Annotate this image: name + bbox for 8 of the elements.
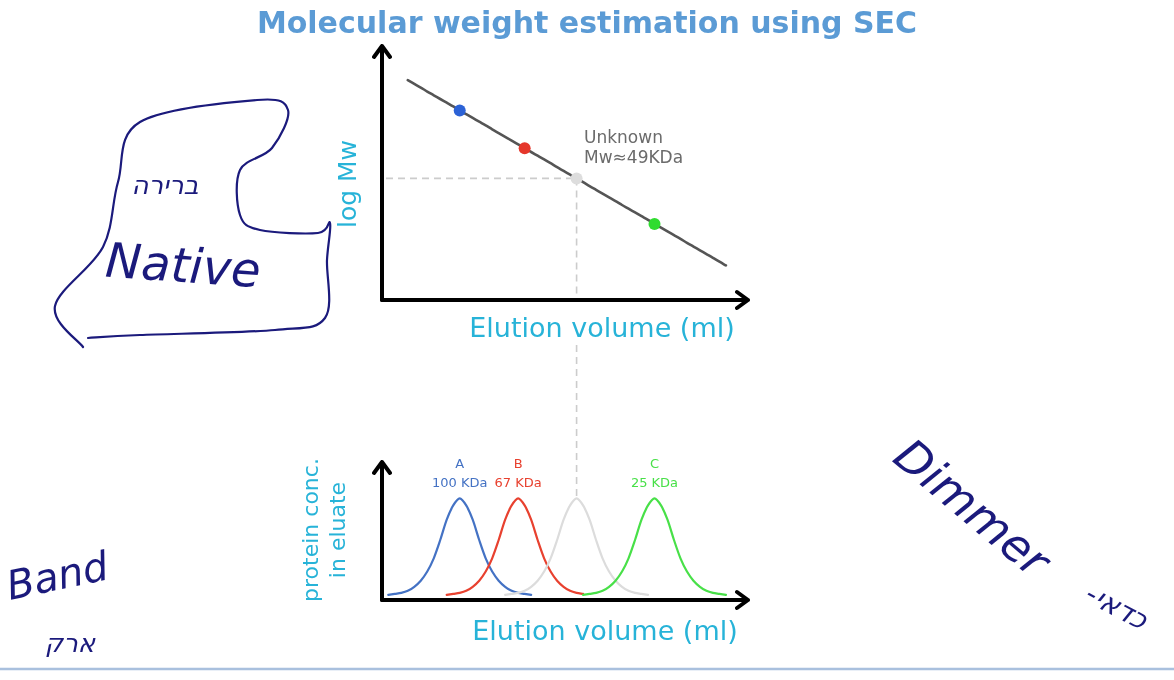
series-label: A 100 KDa — [432, 456, 488, 491]
series-label: C 25 KDa — [630, 456, 679, 491]
annotation: כדאי- — [1079, 576, 1153, 637]
y-axis-title: protein conc. in eluate — [298, 458, 350, 602]
x-axis-title: Elution volume (ml) — [472, 615, 738, 646]
annotation: ארק — [44, 628, 96, 658]
annotation: Band — [2, 542, 113, 609]
series-label: B 67 KDa — [494, 456, 542, 491]
